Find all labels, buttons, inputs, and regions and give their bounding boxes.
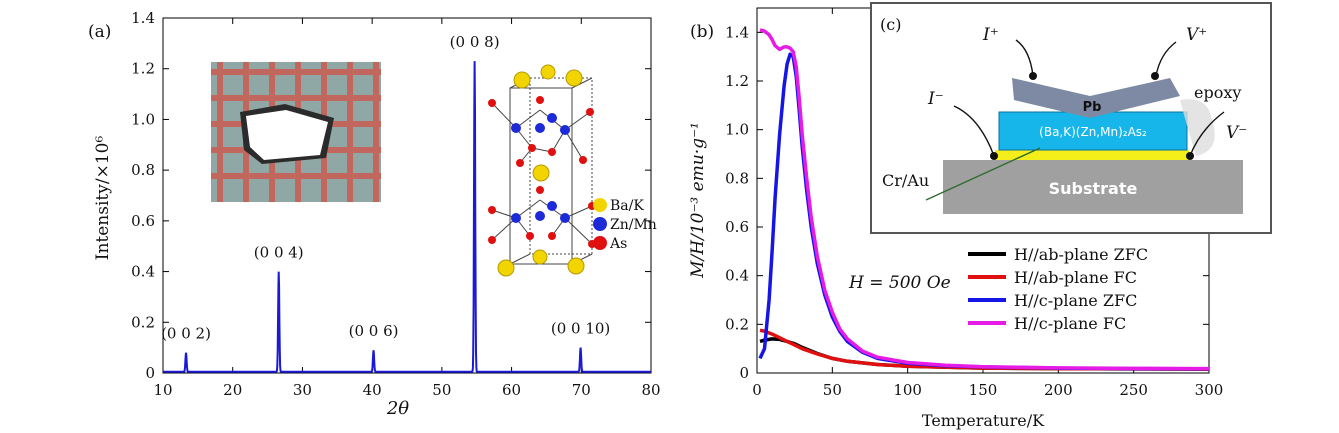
x-tick-label: 10: [153, 381, 172, 399]
legend-label: H//c-plane ZFC: [1014, 291, 1137, 310]
panel-b-legend: H//ab-plane ZFC H//ab-plane FC H//c-plane …: [968, 245, 1148, 333]
i-plus-label: I⁺: [982, 25, 999, 45]
panel-a-frame: [162, 17, 652, 374]
contact-dot: [1151, 72, 1159, 80]
x-tick-label: 30: [293, 381, 312, 399]
legend-label: H//ab-plane FC: [1014, 268, 1137, 287]
y-tick-label: 0.8: [131, 161, 155, 179]
crystal-structure: Ba/K Zn/Mn As: [488, 64, 657, 277]
pb-electrode: [1012, 78, 1180, 118]
panel-a-xlabel: 2θ: [386, 398, 409, 419]
legend-label: Zn/Mn: [610, 217, 657, 233]
y-tick-label: 0.4: [725, 267, 749, 285]
legend-label: H//c-plane FC: [1014, 314, 1126, 333]
legend-label: Ba/K: [610, 198, 644, 214]
y-tick-label: 0.4: [131, 263, 155, 281]
x-tick-label: 100: [893, 381, 922, 399]
cr-au-layer: [995, 150, 1189, 160]
y-tick-label: 0.6: [131, 212, 155, 230]
crystal-label: (Ba,K)(Zn,Mn)₂As₂: [1039, 125, 1147, 139]
xrd-series-line: [163, 61, 651, 373]
x-tick-label: 150: [969, 381, 998, 399]
panel-a-ticks: 10 20 30 40 50 60 70 80 0 0.2 0.4 0.6 0.8 1.0 1.2 1.4: [131, 9, 660, 399]
panel-a-peak-labels: (0 0 2) (0 0 4) (0 0 6) (0 0 8) (0 0 10): [161, 33, 610, 343]
peak-label: (0 0 2): [161, 325, 211, 343]
v-plus-label: V⁺: [1186, 25, 1207, 45]
epoxy-label: epoxy: [1194, 83, 1241, 102]
x-tick-label: 50: [823, 381, 842, 399]
y-tick-label: 0.2: [131, 313, 155, 331]
legend-label: As: [609, 236, 627, 252]
y-tick-label: 1.0: [725, 121, 749, 139]
y-tick-label: 1.2: [131, 60, 155, 78]
panel-c-label: (c): [880, 15, 901, 34]
y-tick-label: 0: [145, 364, 155, 382]
peak-label: (0 0 10): [551, 320, 610, 338]
x-tick-label: 40: [363, 381, 382, 399]
y-tick-label: 0.8: [725, 169, 749, 187]
v-minus-label: V⁻: [1226, 123, 1247, 143]
i-minus-label: I⁻: [927, 89, 944, 109]
series-line: [759, 337, 1210, 371]
cr-au-label: Cr/Au: [882, 171, 929, 190]
sample-photo: [211, 62, 381, 202]
peak-label: (0 0 4): [254, 244, 304, 262]
pb-label: Pb: [1083, 100, 1102, 115]
y-tick-label: 1.0: [131, 110, 155, 128]
y-tick-label: 1.4: [725, 23, 749, 41]
contact-dot: [1029, 72, 1037, 80]
panel-b-series: [758, 28, 1210, 371]
legend-marker: [593, 198, 607, 212]
x-tick-label: 250: [1119, 381, 1148, 399]
x-tick-label: 50: [432, 381, 451, 399]
panel-b-label: (b): [690, 22, 714, 42]
legend-marker: [593, 217, 607, 231]
substrate-label: Substrate: [1049, 179, 1138, 198]
panel-b: (b) 0 50 100 150 200 250 300 0 0.2 0.4 0.6 0.8 1.0 1.…: [688, 7, 1223, 430]
series-line: [759, 328, 1210, 371]
panel-b-ylabel: M/H/10⁻³ emu·g⁻¹: [688, 122, 708, 279]
x-tick-label: 200: [1044, 381, 1073, 399]
field-annotation: H = 500 Oe: [848, 273, 951, 293]
panel-a: (a) 10 20 30 40 50 60 70 8000.20.40.60.81.01.21…: [88, 9, 661, 419]
x-tick-label: 20: [223, 381, 242, 399]
legend-label: H//ab-plane ZFC: [1014, 245, 1148, 264]
series-line: [759, 28, 1210, 371]
y-tick-label: 1.4: [131, 9, 155, 27]
wires: [925, 39, 1225, 201]
y-tick-label: 1.2: [725, 72, 749, 90]
crystal-legend: Ba/K Zn/Mn As: [593, 198, 657, 252]
peak-label: (0 0 8): [450, 33, 500, 51]
legend-marker: [593, 236, 607, 250]
y-tick-label: 0.2: [725, 315, 749, 333]
epoxy-blob: [1180, 99, 1215, 156]
x-tick-label: 70: [572, 381, 591, 399]
x-tick-label: 0: [752, 381, 762, 399]
panel-a-label: (a): [88, 22, 111, 42]
x-tick-label: 80: [641, 381, 660, 399]
panel-c-inset: (c) Substrate (Ba,K)(Zn,Mn)₂As₂ Pb I⁺ V⁺…: [870, 2, 1272, 234]
panel-a-ylabel: Intensity/×10⁶: [93, 136, 113, 261]
x-tick-label: 60: [502, 381, 521, 399]
contact-dot: [1186, 152, 1194, 160]
crystal-block: [998, 111, 1188, 151]
panel-b-xlabel: Temperature/K: [922, 411, 1045, 430]
contact-dot: [990, 152, 998, 160]
peak-label: (0 0 6): [349, 322, 399, 340]
y-tick-label: 0: [739, 364, 749, 382]
panel-b-ticks: 0 50 100 150 200 250 300 0 0.2 0.4 0.6 0.8 1.0 1.2 1.4: [725, 8, 1223, 399]
y-tick-label: 0.6: [725, 218, 749, 236]
x-tick-label: 300: [1195, 381, 1224, 399]
